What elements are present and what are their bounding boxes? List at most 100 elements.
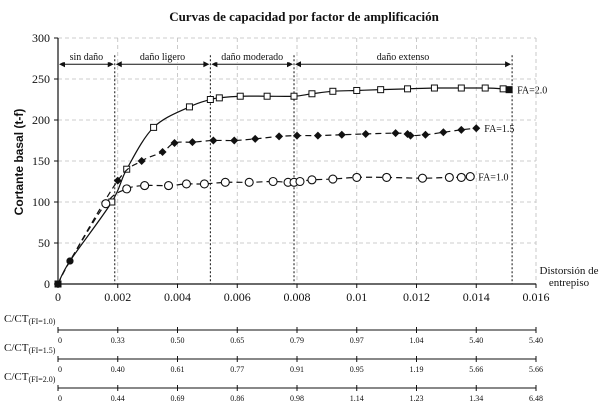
series-label: FA=1.0 (478, 173, 508, 184)
data-point (308, 90, 316, 98)
zone-arrow-head-right (505, 61, 512, 68)
x-tick-label: 0.004 (164, 290, 191, 304)
damage-zones: sin daño daño ligero daño moderado daño ext… (57, 51, 513, 284)
data-point (188, 138, 197, 147)
ratio-tick-label: 6.48 (529, 394, 543, 403)
data-point (499, 85, 507, 93)
ratio-tick-label: 0.33 (111, 336, 125, 345)
ratio-tick-label: 0.65 (230, 336, 244, 345)
ratio-axis-label-prefix: C/CT (4, 313, 29, 325)
data-point (199, 179, 209, 189)
ratio-axis-label-prefix: C/CT (4, 371, 29, 383)
data-point (290, 92, 298, 100)
x-tick-label: 0.01 (346, 290, 367, 304)
zone-label: daño ligero (140, 52, 185, 63)
ratio-tick-label: 1.04 (410, 336, 424, 345)
ratio-tick-label: 5.40 (469, 336, 483, 345)
data-point (101, 199, 111, 209)
data-point (66, 257, 74, 265)
series-label: FA=1.5 (484, 124, 514, 135)
y-tick-label: 150 (32, 154, 50, 168)
zone-arrow-head-left (59, 61, 65, 68)
series-label: FA=2.0 (517, 86, 547, 97)
series-1: FA=2.0 (54, 84, 547, 288)
ratio-tick-label: 0.50 (171, 336, 185, 345)
ratio-tick-label: 0.40 (111, 365, 125, 374)
data-point (353, 86, 361, 94)
ratio-axis-label: C/CT(FI=1.0) (4, 313, 56, 326)
zone-label-bg (62, 51, 111, 63)
data-point (465, 172, 475, 182)
x-tick-label: 0.006 (224, 290, 251, 304)
series-3: FA=1.0 (54, 172, 508, 288)
zone-arrow-head-left (295, 61, 302, 68)
data-point (251, 134, 260, 143)
series-line (57, 175, 471, 285)
data-point (421, 130, 430, 139)
ratio-tick-label: 0.97 (350, 336, 364, 345)
chart-title: Curvas de capacidad por factor de amplif… (169, 9, 439, 24)
zone-arrow-head-left (115, 61, 122, 68)
x-tick-label: 0.016 (523, 290, 550, 304)
x-tick-label: 0.002 (104, 290, 131, 304)
data-point (170, 138, 179, 147)
data-point (313, 131, 322, 140)
ratio-tick-label: 0 (58, 336, 62, 345)
data-point (382, 172, 392, 182)
data-point (150, 123, 158, 131)
data-point (113, 176, 122, 185)
data-point (352, 172, 362, 182)
data-point (185, 103, 193, 111)
ratio-tick-label: 0.77 (230, 365, 244, 374)
ratio-tick-label: 0.44 (111, 394, 125, 403)
data-point (275, 132, 284, 141)
zone-label: sin daño (70, 52, 104, 63)
ratio-tick-label: 0.79 (290, 336, 304, 345)
y-tick-label: 50 (38, 236, 50, 250)
y-tick-label: 0 (44, 277, 50, 291)
y-tick-label: 300 (32, 31, 50, 45)
data-point (456, 172, 466, 182)
data-point (361, 129, 370, 138)
ratio-tick-label: 0 (58, 394, 62, 403)
data-point (268, 176, 278, 187)
data-point (444, 172, 454, 182)
series-2: FA=1.5 (54, 124, 514, 288)
data-point (293, 131, 301, 140)
ratio-axis-label: C/CT(FI=1.5) (4, 342, 56, 355)
y-tick-label: 100 (32, 195, 50, 209)
data-point (181, 179, 192, 189)
ratio-axis-label-subscript: (FI=1.0) (28, 317, 55, 326)
data-point (457, 125, 466, 134)
x-tick-label: 0 (55, 290, 61, 304)
data-point (406, 131, 415, 140)
zone-arrow-head-right (203, 61, 210, 68)
ratio-tick-label: 0.95 (350, 365, 364, 374)
ratio-axis-1: C/CT(FI=1.0) 0 0.33 0.50 0.65 0.79 0.97 1.04 5.4… (4, 313, 543, 345)
ratio-tick-label: 0 (58, 365, 62, 374)
data-point (220, 177, 230, 187)
data-point (122, 184, 132, 194)
ratio-axis-3: C/CT(FI=2.0) 0 0.44 0.69 0.86 0.98 1.14 1.23 1.3… (4, 371, 543, 403)
zone-label: daño extenso (377, 52, 430, 63)
ratio-axis-label-subscript: (FI=1.5) (28, 346, 55, 355)
zone-arrow-head-right (287, 61, 294, 68)
axes: 0 50 100 150 200 250 300 0 0.002 0.004 0.006 0.008 0… (32, 31, 550, 304)
data-point (215, 94, 223, 102)
x-tick-label: 0.012 (403, 290, 430, 304)
ratio-tick-label: 1.34 (469, 394, 483, 403)
series-layer: FA=2.0 FA=1.5 FA=1.0 (54, 84, 547, 288)
ratio-axis-label: C/CT(FI=2.0) (4, 371, 56, 384)
data-point (158, 147, 167, 156)
ratio-tick-label: 0.91 (290, 365, 304, 374)
zone-label-bg (130, 51, 195, 63)
zone-arrow-head-left (211, 61, 218, 68)
grid-layer (58, 37, 537, 284)
data-point (236, 92, 244, 100)
data-point (328, 174, 338, 184)
x-tick-label: 0.008 (284, 290, 311, 304)
data-point (439, 128, 448, 137)
series-line (57, 127, 477, 285)
